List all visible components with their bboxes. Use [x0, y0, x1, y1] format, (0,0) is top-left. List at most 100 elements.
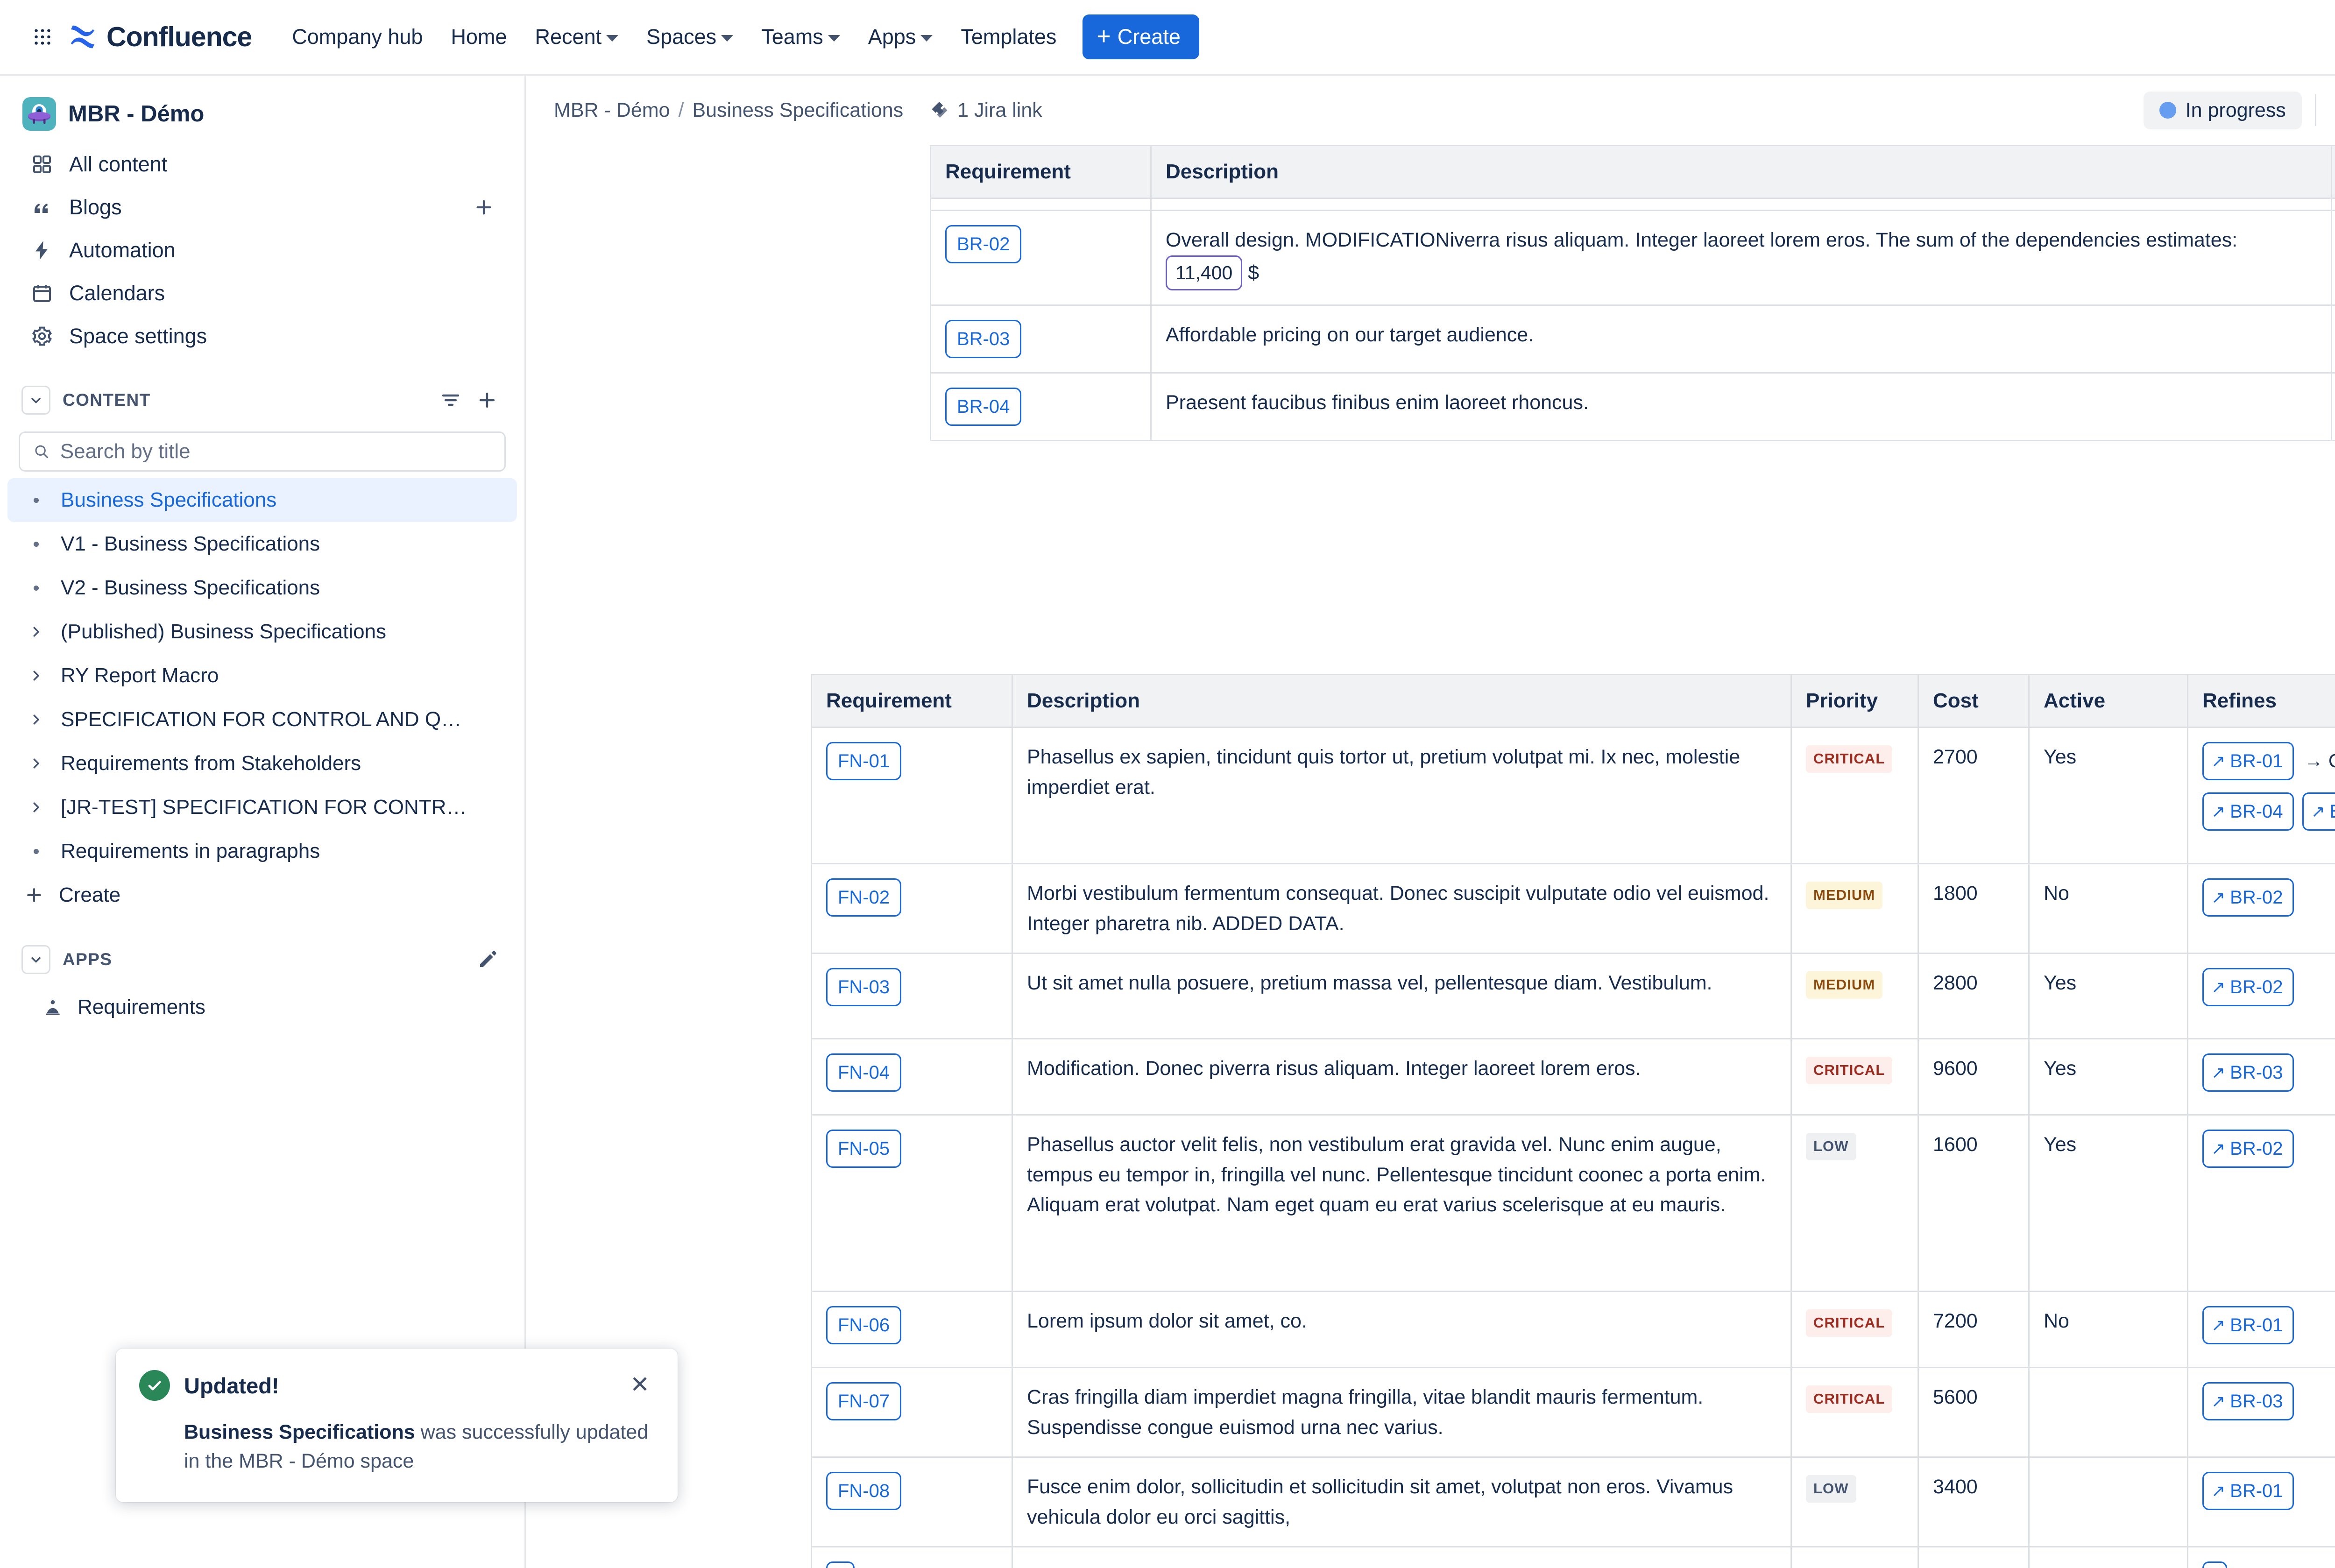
breadcrumb-page[interactable]: Business Specifications: [692, 99, 904, 121]
nav-recent[interactable]: Recent: [523, 14, 630, 59]
sidebar-item-requirements-app[interactable]: Requirements: [7, 985, 517, 1029]
cell-priority: [1790, 1546, 1919, 1568]
cost-chip[interactable]: 11,400: [1166, 255, 1243, 290]
status-badge[interactable]: In progress: [2143, 91, 2302, 129]
refines-link-chip[interactable]: [2202, 1561, 2228, 1568]
nav-teams[interactable]: Teams: [749, 14, 852, 59]
sidebar-item-automation[interactable]: Automation: [7, 229, 517, 272]
close-icon[interactable]: ✕: [630, 1371, 650, 1398]
requirement-chip[interactable]: BR-03: [945, 320, 1022, 358]
cell-refines: ↗ BR-03: [2187, 1038, 2335, 1116]
confluence-home-link[interactable]: Confluence: [68, 21, 252, 53]
requirement-chip[interactable]: FN-03: [826, 968, 902, 1006]
requirement-chip[interactable]: FN-01: [826, 742, 902, 780]
chevron-right-icon[interactable]: [23, 707, 49, 732]
chevron-right-icon[interactable]: [23, 751, 49, 776]
column-header-requirement[interactable]: Requirement: [930, 145, 1152, 199]
nav-home[interactable]: Home: [439, 14, 519, 59]
cell-requirement: FN-06: [811, 1291, 1013, 1368]
refines-link-chip[interactable]: ↗ BR-02: [2202, 878, 2294, 917]
business-requirements-table: Requirement Description Owner BR-02: [930, 145, 2335, 441]
requirement-chip[interactable]: BR-04: [945, 388, 1022, 426]
external-arrow-icon: ↗: [2211, 1139, 2226, 1158]
pencil-icon[interactable]: [477, 949, 498, 970]
cell-requirement: FN-04: [811, 1038, 1013, 1116]
cell-requirement: FN-08: [811, 1456, 1013, 1547]
chevron-right-icon[interactable]: [23, 663, 49, 688]
tree-item-label: [JR-TEST] SPECIFICATION FOR CONTROL A…: [61, 796, 472, 819]
refines-link-chip[interactable]: ↗ BR-01: [2202, 1472, 2294, 1510]
requirement-chip[interactable]: FN-02: [826, 878, 902, 917]
refines-link-chip[interactable]: ↗ BR-04: [2202, 792, 2294, 831]
sidebar-item-jr-test-specification[interactable]: [JR-TEST] SPECIFICATION FOR CONTROL A…: [7, 785, 517, 829]
breadcrumb-space[interactable]: MBR - Démo: [554, 99, 670, 121]
column-header-cost[interactable]: Cost: [1918, 674, 2030, 728]
refines-link-chip[interactable]: ↗ BR-01: [2202, 742, 2294, 780]
chevron-down-icon[interactable]: [21, 386, 50, 415]
sidebar-item-published-business-specifications[interactable]: (Published) Business Specifications: [7, 610, 517, 654]
jira-link-badge[interactable]: 1 Jira link: [929, 99, 1042, 122]
space-header[interactable]: MBR - Démo: [0, 90, 524, 143]
priority-badge: CRITICAL: [1806, 1309, 1893, 1337]
sidebar-item-requirements-in-paragraphs[interactable]: Requirements in paragraphs: [7, 829, 517, 873]
refines-link-chip[interactable]: ↗ BR-03: [2202, 1053, 2294, 1092]
column-header-requirement[interactable]: Requirement: [811, 674, 1013, 728]
sidebar-item-requirements-from-stakeholders[interactable]: Requirements from Stakeholders: [7, 742, 517, 785]
requirement-chip[interactable]: [826, 1561, 855, 1568]
column-header-owner[interactable]: Owner: [2331, 145, 2335, 199]
refines-link-chip[interactable]: ↗ BR-02: [2202, 968, 2294, 1006]
content-search-box[interactable]: [19, 431, 506, 472]
requirement-chip[interactable]: BR-02: [945, 225, 1022, 263]
external-arrow-icon: ↗: [2211, 751, 2226, 770]
sidebar-item-blogs[interactable]: Blogs: [7, 186, 517, 229]
refines-link-chip[interactable]: ↗ BR-02: [2202, 1130, 2294, 1168]
requirement-chip[interactable]: FN-06: [826, 1306, 902, 1344]
tree-item-label: (Published) Business Specifications: [61, 620, 387, 643]
requirement-chip[interactable]: FN-08: [826, 1472, 902, 1510]
cell-priority: CRITICAL: [1790, 1291, 1919, 1368]
toast-message-rest: was successfully updated in the MBR - Dé…: [184, 1421, 649, 1473]
refines-link-chip[interactable]: ↗ BR-01: [2202, 1306, 2294, 1344]
cell-priority: MEDIUM: [1790, 953, 1919, 1039]
sidebar-create-page-button[interactable]: Create: [7, 873, 517, 917]
sidebar-item-specification-for-control[interactable]: SPECIFICATION FOR CONTROL AND QUALIF…: [7, 698, 517, 742]
sidebar-item-v1-business-specifications[interactable]: V1 - Business Specifications: [7, 522, 517, 566]
sidebar-item-all-content[interactable]: All content: [7, 143, 517, 186]
content-search-input[interactable]: [60, 440, 491, 463]
sidebar-item-ry-report-macro[interactable]: RY Report Macro: [7, 654, 517, 698]
sidebar-item-v2-business-specifications[interactable]: V2 - Business Specifications: [7, 566, 517, 610]
requirement-chip[interactable]: FN-07: [826, 1382, 902, 1420]
plus-icon[interactable]: [473, 197, 495, 218]
create-button[interactable]: + Create: [1083, 14, 1199, 59]
column-header-description[interactable]: Description: [1150, 145, 2332, 199]
cell-spacer: [1150, 198, 2332, 211]
chevron-right-icon[interactable]: [23, 619, 49, 644]
nav-apps[interactable]: Apps: [856, 14, 945, 59]
refines-link-label: BR-04: [2230, 801, 2283, 822]
sidebar-item-space-settings[interactable]: Space settings: [7, 315, 517, 358]
pencil-edit-icon[interactable]: [2329, 90, 2335, 130]
refines-link-chip[interactable]: ↗ BR-03: [2202, 1382, 2294, 1420]
chevron-right-icon[interactable]: [23, 795, 49, 820]
external-arrow-icon: ↗: [2211, 1481, 2226, 1500]
column-header-description[interactable]: Description: [1012, 674, 1792, 728]
column-header-refines[interactable]: Refines: [2187, 674, 2335, 728]
nav-templates[interactable]: Templates: [948, 14, 1068, 59]
table-row: FN-07 Cras fringilla diam imperdiet magn…: [811, 1367, 2335, 1458]
cell-spacer: [930, 198, 1152, 211]
column-header-active[interactable]: Active: [2028, 674, 2188, 728]
chevron-down-icon[interactable]: [21, 945, 50, 974]
requirement-chip[interactable]: FN-04: [826, 1053, 902, 1092]
nav-spaces[interactable]: Spaces: [634, 14, 745, 59]
cell-cost: 9600: [1918, 1038, 2030, 1116]
sidebar-item-calendars[interactable]: Calendars: [7, 272, 517, 315]
app-switcher-icon[interactable]: [28, 22, 57, 51]
refines-link-chip[interactable]: ↗ BR-06: [2302, 792, 2335, 831]
tree-item-label: RY Report Macro: [61, 664, 219, 687]
nav-company-hub[interactable]: Company hub: [280, 14, 435, 59]
requirement-chip[interactable]: FN-05: [826, 1130, 902, 1168]
sidebar-item-business-specifications[interactable]: Business Specifications: [7, 478, 517, 522]
filter-icon[interactable]: [439, 389, 462, 411]
plus-icon[interactable]: [476, 389, 498, 411]
column-header-priority[interactable]: Priority: [1790, 674, 1919, 728]
